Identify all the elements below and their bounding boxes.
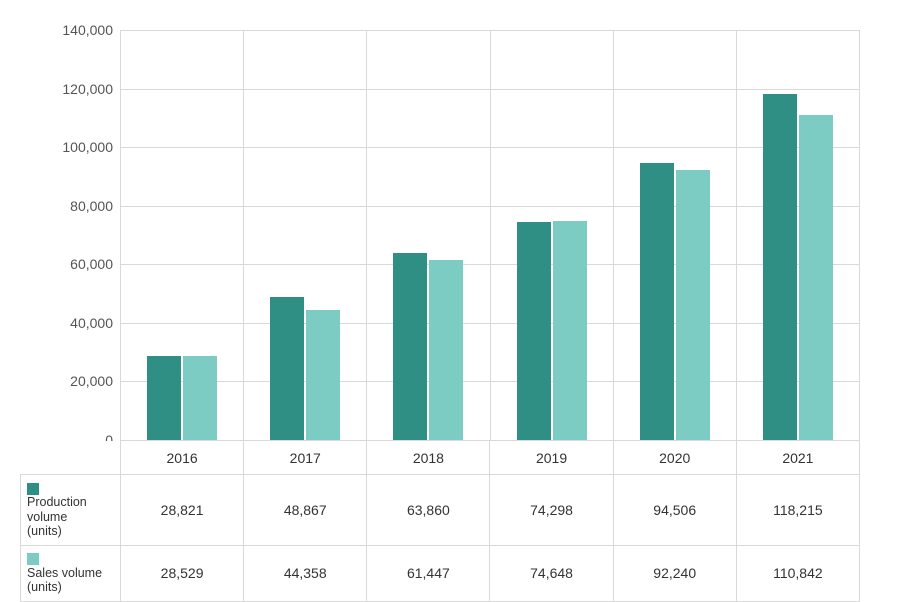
bar-production (147, 356, 181, 440)
table-row: Sales volume (units) 28,529 44,358 61,44… (21, 545, 860, 601)
bar-production (270, 297, 304, 440)
bar-sales (553, 221, 587, 440)
table-cell: 48,867 (244, 475, 367, 546)
table-header-year: 2017 (244, 441, 367, 475)
bar-production (517, 222, 551, 440)
table-cell: 118,215 (736, 475, 859, 546)
bar-group (491, 30, 613, 440)
category-column (736, 30, 860, 440)
table-header-year: 2021 (736, 441, 859, 475)
category-column (243, 30, 366, 440)
table-cell: 74,298 (490, 475, 613, 546)
legend-swatch-icon (27, 483, 39, 495)
legend-label: Sales volume (units) (27, 566, 103, 595)
legend-production: Production volume (units) (21, 475, 121, 546)
bar-group (737, 30, 859, 440)
chart-container: 140,000 120,000 100,000 80,000 60,000 40… (0, 0, 900, 600)
bar-columns (120, 30, 860, 440)
data-table: 2016 2017 2018 2019 2020 2021 Production… (20, 440, 860, 602)
legend-label: Production volume (units) (27, 495, 103, 538)
bar-group (121, 30, 243, 440)
table-cell: 28,821 (121, 475, 244, 546)
category-column (490, 30, 613, 440)
category-column (613, 30, 736, 440)
bar-group (614, 30, 736, 440)
table-header-year: 2016 (121, 441, 244, 475)
table-cell: 28,529 (121, 545, 244, 601)
y-tick-label: 140,000 (55, 22, 113, 38)
y-tick-label: 80,000 (55, 198, 113, 214)
legend-swatch-icon (27, 553, 39, 565)
y-tick-label: 100,000 (55, 139, 113, 155)
y-tick-label: 60,000 (55, 256, 113, 272)
legend-sales: Sales volume (units) (21, 545, 121, 601)
table-header-year: 2019 (490, 441, 613, 475)
bar-production (393, 253, 427, 440)
table-cell: 44,358 (244, 545, 367, 601)
table-cell: 92,240 (613, 545, 736, 601)
bar-sales (429, 260, 463, 440)
table-cell: 74,648 (490, 545, 613, 601)
bar-group (244, 30, 366, 440)
plot-area (120, 30, 860, 440)
y-tick-label: 40,000 (55, 315, 113, 331)
table-row: 2016 2017 2018 2019 2020 2021 (21, 441, 860, 475)
table-cell: 61,447 (367, 545, 490, 601)
table-cell: 63,860 (367, 475, 490, 546)
y-tick-label: 120,000 (55, 81, 113, 97)
table-cell: 110,842 (736, 545, 859, 601)
category-column (120, 30, 243, 440)
table-cell: 94,506 (613, 475, 736, 546)
table-row: Production volume (units) 28,821 48,867 … (21, 475, 860, 546)
bar-group (367, 30, 489, 440)
y-tick-label: 20,000 (55, 373, 113, 389)
table-header-year: 2020 (613, 441, 736, 475)
bar-sales (799, 115, 833, 440)
bar-sales (306, 310, 340, 440)
bar-sales (183, 356, 217, 440)
bar-sales (676, 170, 710, 440)
bar-production (640, 163, 674, 440)
table-header-year: 2018 (367, 441, 490, 475)
table-corner-cell (21, 441, 121, 475)
bar-production (763, 94, 797, 440)
category-column (366, 30, 489, 440)
